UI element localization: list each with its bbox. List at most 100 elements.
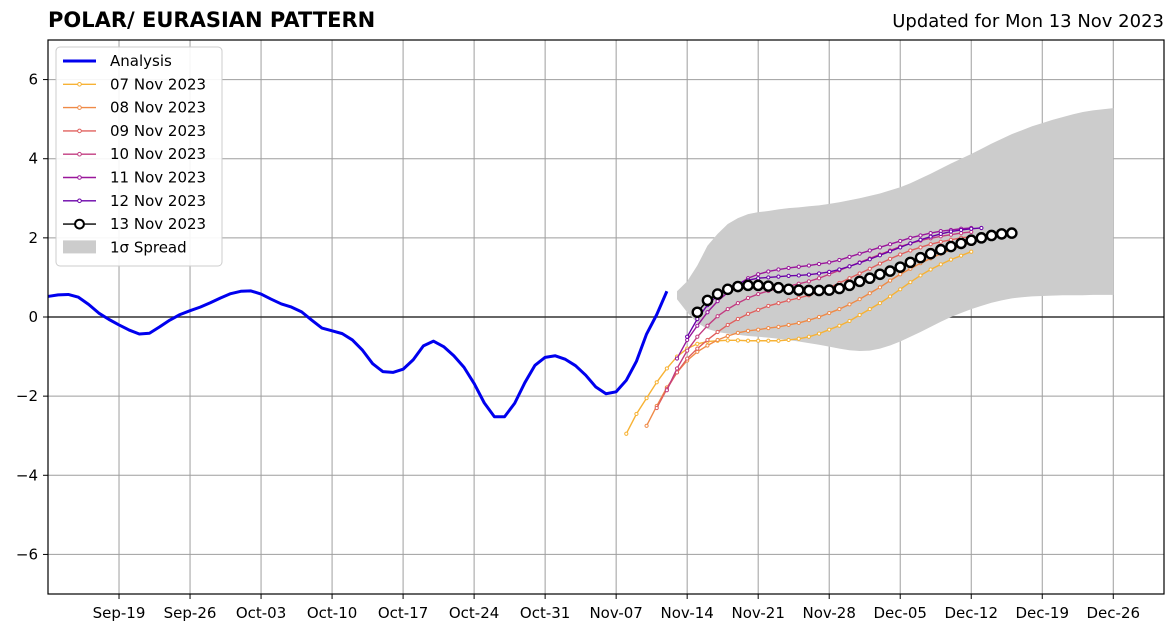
forecast-point bbox=[796, 336, 801, 341]
forecast-point bbox=[894, 261, 907, 273]
forecast-point bbox=[803, 284, 815, 297]
forecast-point bbox=[843, 279, 856, 292]
legend-label: 12 Nov 2023 bbox=[110, 192, 206, 210]
forecast-point bbox=[877, 301, 883, 306]
forecast-point bbox=[928, 267, 933, 272]
forecast-point bbox=[887, 242, 893, 247]
forecast-point bbox=[654, 380, 659, 385]
forecast-point bbox=[857, 260, 862, 265]
x-tick-label: Oct-03 bbox=[236, 604, 286, 622]
forecast-point bbox=[756, 338, 761, 343]
forecast-point bbox=[796, 295, 801, 301]
forecast-point bbox=[816, 271, 822, 276]
forecast-point bbox=[732, 280, 744, 293]
forecast-point bbox=[857, 297, 862, 302]
forecast-point bbox=[948, 257, 954, 262]
forecast-point bbox=[857, 271, 862, 276]
legend: Analysis 07 Nov 2023 08 Nov 2023 09 Nov 202… bbox=[55, 46, 223, 267]
forecast-point bbox=[756, 291, 761, 297]
forecast-point bbox=[837, 257, 842, 263]
forecast-point bbox=[979, 225, 984, 231]
forecast-point bbox=[928, 242, 933, 247]
legend-label: 11 Nov 2023 bbox=[110, 169, 206, 187]
forecast-point bbox=[918, 233, 923, 238]
forecast-point bbox=[786, 265, 791, 271]
forecast-point bbox=[742, 279, 754, 292]
legend-marker bbox=[77, 105, 82, 110]
forecast-point bbox=[898, 272, 903, 277]
x-tick-label: Nov-07 bbox=[589, 604, 642, 622]
forecast-point bbox=[745, 311, 751, 316]
chart-title: POLAR/ EURASIAN PATTERN bbox=[48, 8, 376, 32]
forecast-point bbox=[806, 263, 812, 268]
forecast-point bbox=[715, 337, 720, 343]
forecast-point bbox=[695, 341, 700, 347]
x-tick-label: Oct-17 bbox=[378, 604, 428, 622]
legend-label: 10 Nov 2023 bbox=[110, 145, 206, 163]
forecast-point bbox=[735, 316, 740, 322]
legend-item: 10 Nov 2023 bbox=[63, 145, 206, 163]
forecast-point bbox=[975, 232, 988, 244]
forecast-point bbox=[776, 267, 781, 272]
forecast-point bbox=[786, 337, 791, 343]
forecast-point bbox=[674, 366, 680, 371]
forecast-point bbox=[955, 237, 967, 250]
axes-layer: Sep-19 Sep-26 Oct-03 Oct-10 Oct-17 Oct-24 Oct-… bbox=[16, 39, 1165, 622]
x-tick-label: Nov-28 bbox=[803, 604, 856, 622]
forecast-point bbox=[816, 314, 822, 320]
forecast-point bbox=[837, 267, 842, 272]
forecast-point bbox=[644, 423, 649, 428]
forecast-point bbox=[908, 280, 913, 285]
forecast-point bbox=[715, 314, 720, 319]
forecast-series bbox=[624, 249, 974, 436]
x-tick-label: Nov-21 bbox=[731, 604, 784, 622]
forecast-point bbox=[685, 348, 690, 353]
forecast-point bbox=[685, 334, 690, 339]
legend-marker bbox=[77, 175, 82, 180]
y-tick-label: −2 bbox=[16, 387, 38, 405]
forecast-point bbox=[782, 283, 795, 296]
forecast-point bbox=[969, 226, 974, 231]
forecast-point bbox=[776, 338, 781, 343]
forecast-series bbox=[654, 234, 974, 411]
legend-marker bbox=[77, 128, 82, 134]
forecast-point bbox=[887, 278, 893, 283]
forecast-point bbox=[877, 285, 883, 290]
forecast-point bbox=[705, 343, 710, 348]
forecast-point bbox=[958, 253, 964, 258]
forecast-point bbox=[796, 320, 801, 326]
forecast-point bbox=[701, 294, 714, 307]
forecast-point bbox=[691, 306, 704, 319]
forecast-point bbox=[938, 231, 943, 236]
x-tick-label: Dec-12 bbox=[944, 604, 998, 622]
forecast-point bbox=[756, 276, 761, 281]
forecast-point bbox=[827, 260, 832, 265]
legend-marker bbox=[74, 218, 85, 230]
forecast-point bbox=[766, 303, 771, 309]
forecast-point bbox=[624, 431, 629, 436]
forecast-point bbox=[766, 269, 771, 274]
forecast-point bbox=[898, 252, 903, 257]
forecast-point bbox=[898, 245, 903, 250]
forecast-point bbox=[887, 249, 893, 254]
forecast-point bbox=[867, 257, 872, 262]
forecast-point bbox=[833, 282, 846, 295]
forecast-point bbox=[705, 323, 710, 328]
forecast-point bbox=[924, 247, 937, 260]
forecast-point bbox=[938, 262, 943, 267]
forecast-point bbox=[847, 276, 852, 281]
forecast-point bbox=[958, 227, 964, 233]
forecast-point bbox=[948, 229, 954, 234]
forecast-point bbox=[985, 229, 998, 242]
forecast-point bbox=[914, 251, 927, 264]
forecast-point bbox=[725, 338, 730, 343]
x-tick-label: Dec-26 bbox=[1087, 604, 1141, 622]
legend-item: 13 Nov 2023 bbox=[63, 215, 206, 233]
forecast-point bbox=[908, 248, 913, 253]
forecast-point bbox=[735, 338, 740, 343]
forecast-point bbox=[965, 234, 978, 247]
forecast-point bbox=[995, 228, 1008, 240]
forecast-point bbox=[847, 254, 852, 259]
x-tick-label: Oct-31 bbox=[520, 604, 570, 622]
x-tick-label: Sep-19 bbox=[93, 604, 146, 622]
